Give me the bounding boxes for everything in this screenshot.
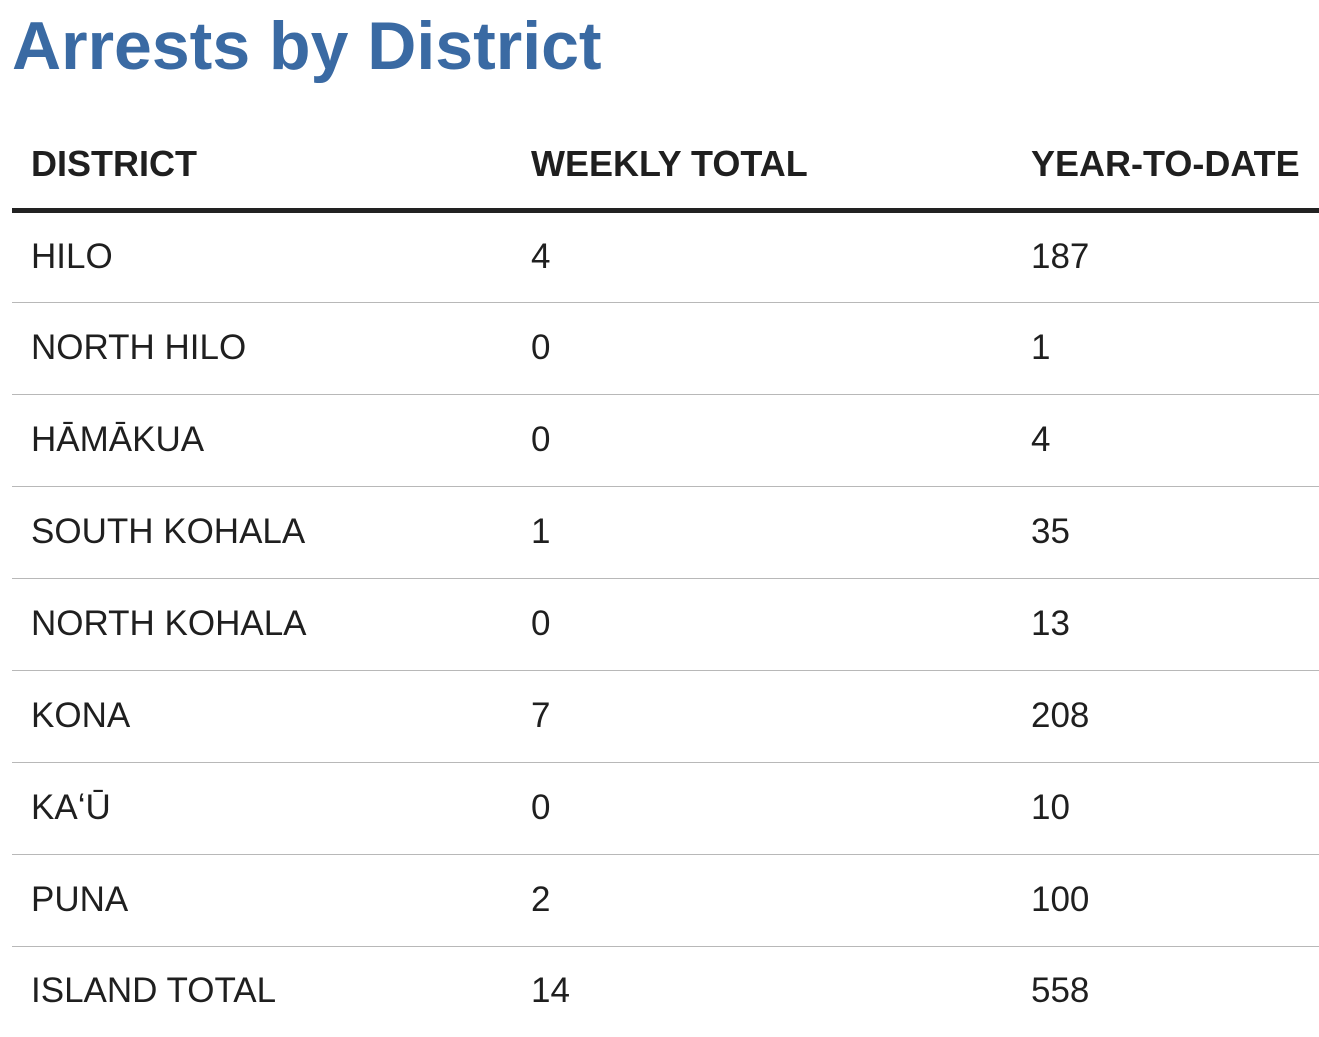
weekly-total-cell: 0 [512, 394, 1012, 487]
table-row: PUNA 2 100 [12, 854, 1319, 947]
weekly-total-cell: 0 [512, 578, 1012, 671]
district-cell: NORTH HILO [12, 302, 512, 395]
district-cell: ISLAND TOTAL [31, 971, 277, 1011]
year-to-date-cell: 208 [1012, 670, 1319, 763]
district-cell: HILO [12, 210, 512, 303]
table-row: HILO 4 187 [12, 210, 1319, 303]
year-to-date-cell: 13 [1012, 578, 1319, 671]
weekly-total-cell: 0 [512, 762, 1012, 855]
district-cell: NORTH KOHALA [12, 578, 512, 671]
district-cell: KONA [12, 670, 512, 763]
table-row: NORTH HILO 0 1 [12, 302, 1319, 395]
table-row: HĀMĀKUA 0 4 [12, 394, 1319, 487]
column-header-year-to-date: YEAR-TO-DATE [1012, 120, 1319, 213]
weekly-total-cell: 4 [512, 210, 1012, 303]
weekly-total-cell: 7 [512, 670, 1012, 763]
year-to-date-cell: 35 [1012, 486, 1319, 579]
arrests-table: DISTRICT WEEKLY TOTAL YEAR-TO-DATE HILO … [12, 120, 1319, 1036]
district-cell: SOUTH KOHALA [12, 486, 512, 579]
year-to-date-cell: 1 [1012, 302, 1319, 395]
table-row: SOUTH KOHALA 1 35 [12, 486, 1319, 579]
column-header-district: DISTRICT [12, 120, 512, 213]
table-row: KONA 7 208 [12, 670, 1319, 763]
weekly-total-cell: 14 [531, 971, 570, 1011]
district-cell: KAʻŪ [12, 762, 512, 855]
page-title: Arrests by District [12, 8, 602, 84]
weekly-total-cell: 1 [512, 486, 1012, 579]
year-to-date-cell: 4 [1012, 394, 1319, 487]
table-row: KAʻŪ 0 10 [12, 762, 1319, 855]
weekly-total-cell: 2 [512, 854, 1012, 947]
year-to-date-cell: 187 [1012, 210, 1319, 303]
district-cell: PUNA [12, 854, 512, 947]
weekly-total-cell: 0 [512, 302, 1012, 395]
district-cell: HĀMĀKUA [12, 394, 512, 487]
total-row: ISLAND TOTAL 14 558 [12, 946, 1319, 1036]
table-row: NORTH KOHALA 0 13 [12, 578, 1319, 671]
year-to-date-cell: 10 [1012, 762, 1319, 855]
year-to-date-cell: 100 [1012, 854, 1319, 947]
column-header-weekly-total: WEEKLY TOTAL [512, 120, 1012, 213]
year-to-date-cell: 558 [1031, 971, 1090, 1011]
table-header-row: DISTRICT WEEKLY TOTAL YEAR-TO-DATE [12, 120, 1319, 213]
